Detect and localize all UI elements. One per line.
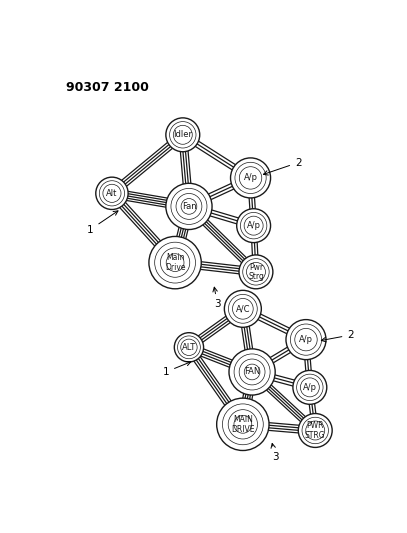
Text: A/C: A/C [236,304,250,313]
Circle shape [166,183,212,230]
Circle shape [229,349,275,395]
Text: 1: 1 [162,361,191,377]
Text: 90307 2100: 90307 2100 [66,81,149,94]
Text: ALT: ALT [182,343,196,352]
Circle shape [286,320,326,360]
Text: Idler: Idler [173,130,192,139]
Text: 3: 3 [213,287,221,309]
Text: A/p: A/p [299,335,313,344]
Circle shape [174,333,204,362]
Text: 1: 1 [87,211,118,235]
Text: Alt: Alt [106,189,118,198]
Text: A/p: A/p [247,221,260,230]
Text: 2: 2 [322,330,354,342]
Circle shape [166,118,200,152]
Circle shape [217,398,269,450]
Circle shape [149,237,201,289]
Text: FAN: FAN [244,367,260,376]
Circle shape [293,370,327,405]
Circle shape [224,290,261,327]
Text: 2: 2 [263,158,302,175]
Circle shape [239,255,273,289]
Circle shape [230,158,271,198]
Text: MAIN
DRIVE: MAIN DRIVE [231,415,255,434]
Text: Fan: Fan [182,202,196,211]
Text: 3: 3 [271,443,278,462]
Circle shape [237,209,271,243]
Text: PWR
STRG: PWR STRG [305,421,326,440]
Text: Main
Drive: Main Drive [165,253,185,272]
Text: A/p: A/p [303,383,317,392]
Text: Pwr
Strg: Pwr Strg [248,263,264,281]
Text: A/p: A/p [243,173,258,182]
Circle shape [96,177,128,209]
Circle shape [298,414,332,447]
